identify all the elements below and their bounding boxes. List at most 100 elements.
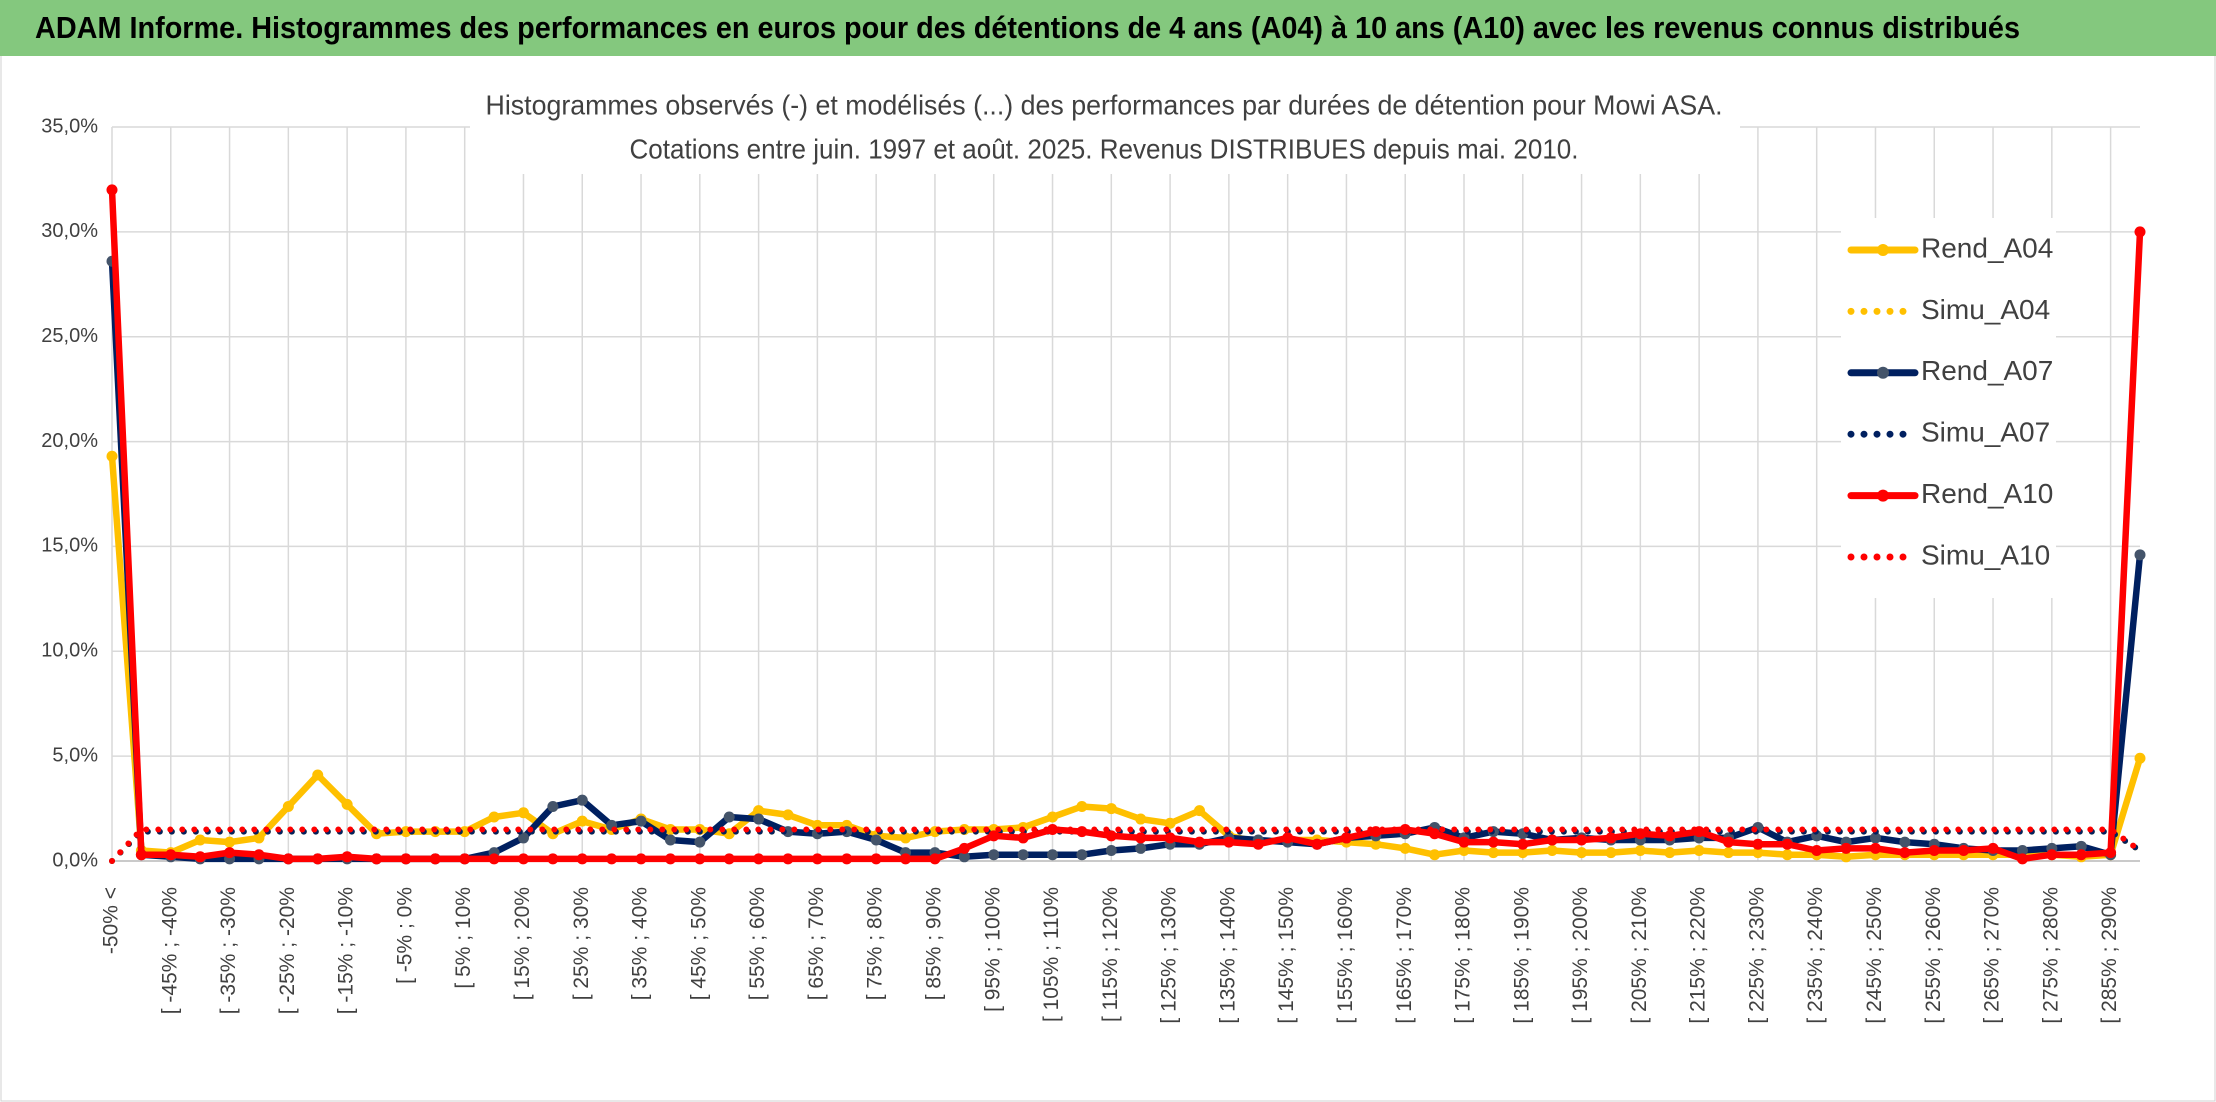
data-point [282, 853, 294, 865]
x-tick-label: [ -25% ; -20% [276, 887, 299, 1014]
data-point [1399, 842, 1411, 854]
legend-label: Simu_A07 [1921, 417, 2050, 448]
data-point [2016, 845, 2028, 857]
data-point [1869, 832, 1881, 844]
x-tick-label: [ 175% ; 180% [1452, 887, 1475, 1024]
data-point [429, 853, 441, 865]
data-point [958, 851, 970, 863]
x-tick-label: [ 235% ; 240% [1804, 887, 1827, 1024]
data-point [1546, 845, 1558, 857]
data-point [253, 832, 265, 844]
x-tick-label: [ 115% ; 120% [1099, 887, 1122, 1022]
y-tick-label: 35,0% [41, 115, 98, 137]
data-point [782, 853, 794, 865]
x-tick-label: [ 65% ; 70% [805, 887, 828, 1000]
data-point [224, 847, 236, 859]
x-tick-label: [ 135% ; 140% [1216, 887, 1239, 1024]
data-point [1458, 836, 1470, 848]
data-point [1047, 824, 1059, 836]
data-point [1252, 838, 1264, 850]
data-point [841, 853, 853, 865]
data-point [753, 853, 765, 865]
data-point [106, 184, 118, 196]
data-point [2105, 847, 2117, 859]
data-point [929, 853, 941, 865]
data-point [1105, 803, 1117, 815]
y-tick-label: 10,0% [41, 640, 98, 662]
data-point [1664, 847, 1676, 859]
legend-label: Rend_A10 [1921, 478, 2053, 509]
data-point [547, 853, 559, 865]
data-point [165, 849, 177, 861]
data-point [1429, 849, 1441, 861]
data-point [694, 836, 706, 848]
data-point [1458, 845, 1470, 857]
data-point [1928, 845, 1940, 857]
x-tick-label: [ 275% ; 280% [2039, 887, 2062, 1024]
data-point [224, 836, 236, 848]
x-tick-label: [ 105% ; 110% [1040, 887, 1063, 1022]
x-tick-label: [ 245% ; 250% [1863, 887, 1886, 1024]
data-point [1576, 834, 1588, 846]
x-tick-label: [ -5% ; 0% [393, 887, 416, 984]
data-point [723, 853, 735, 865]
data-point [488, 853, 500, 865]
y-tick-label: 5,0% [52, 744, 98, 766]
x-tick-label: [ 75% ; 80% [864, 887, 887, 1000]
x-tick-label: [ 35% ; 40% [629, 887, 652, 1000]
data-point [988, 830, 1000, 842]
legend-label: Rend_A04 [1921, 232, 2053, 263]
legend-background [1841, 218, 2056, 598]
data-point [900, 832, 912, 844]
y-tick-label: 0,0% [52, 849, 98, 871]
x-tick-label: [ 285% ; 290% [2098, 887, 2121, 1024]
data-point [694, 853, 706, 865]
data-point [1634, 845, 1646, 857]
data-point [135, 849, 147, 861]
data-point [1752, 847, 1764, 859]
data-point [1664, 830, 1676, 842]
x-tick-label: [ 155% ; 160% [1334, 887, 1357, 1024]
data-point [2075, 840, 2087, 852]
data-point [371, 853, 383, 865]
y-tick-label: 25,0% [41, 325, 98, 347]
data-point [1723, 847, 1735, 859]
data-point [1076, 849, 1088, 861]
data-point [2016, 853, 2028, 865]
data-point [2134, 752, 2146, 764]
data-point [1605, 832, 1617, 844]
data-point [1105, 830, 1117, 842]
data-point [1752, 838, 1764, 850]
x-tick-label: [ 225% ; 230% [1745, 887, 1768, 1024]
x-tick-label: [ 25% ; 30% [570, 887, 593, 1000]
x-tick-label: [ 15% ; 20% [511, 887, 534, 1000]
data-point [1487, 836, 1499, 848]
data-point [811, 853, 823, 865]
data-point [1781, 849, 1793, 861]
data-point [635, 853, 647, 865]
data-point [341, 851, 353, 863]
data-point [958, 842, 970, 854]
observed-line [108, 186, 2144, 863]
data-point [1017, 832, 1029, 844]
data-point [635, 815, 647, 827]
header-title: ADAM Informe. Histogrammes des performan… [35, 10, 2020, 45]
data-point [341, 798, 353, 810]
data-point [664, 834, 676, 846]
data-point [1193, 836, 1205, 848]
x-tick-label: [ 145% ; 150% [1275, 887, 1298, 1024]
data-point [870, 853, 882, 865]
x-tick-label: [ 255% ; 260% [1922, 887, 1945, 1024]
data-point [1340, 832, 1352, 844]
legend-label: Simu_A04 [1921, 294, 2050, 325]
header-bar [0, 0, 2216, 56]
data-point [1370, 838, 1382, 850]
y-tick-label: 15,0% [41, 535, 98, 557]
chart-subtitle: Cotations entre juin. 1997 et août. 2025… [630, 133, 1579, 164]
data-point [1840, 851, 1852, 863]
x-tick-label: [ 55% ; 60% [746, 887, 769, 1000]
data-point [1193, 805, 1205, 817]
data-point [1899, 847, 1911, 859]
data-point [1047, 849, 1059, 861]
data-point [1135, 832, 1147, 844]
